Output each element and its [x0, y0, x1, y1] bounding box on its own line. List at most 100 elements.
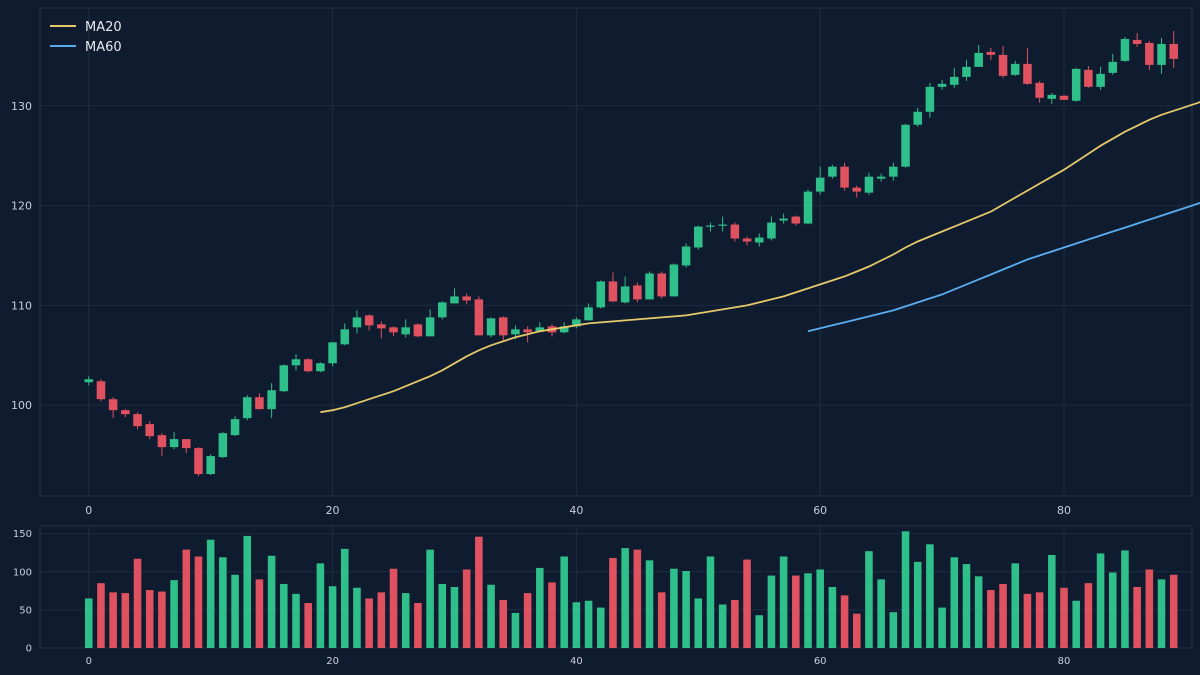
candle-up	[718, 216, 727, 232]
candle-body	[1096, 73, 1105, 87]
volume-bar	[633, 549, 642, 648]
volume-bar	[1157, 579, 1166, 648]
candle-up	[291, 354, 301, 371]
volume-bar	[255, 579, 264, 648]
volume-bar	[670, 568, 678, 648]
volume-bar	[901, 531, 910, 648]
candle-down	[377, 321, 386, 339]
volume-bar	[1133, 587, 1141, 648]
candle-body	[803, 191, 813, 224]
candle-body	[218, 433, 228, 458]
volume-bar	[792, 575, 800, 648]
candle-down	[133, 412, 142, 430]
volume-bar	[828, 587, 837, 648]
candle-body	[84, 379, 94, 383]
candle-up	[316, 362, 325, 373]
price-x-tick-label: 60	[813, 504, 827, 517]
candle-up	[754, 233, 764, 247]
candle-down	[840, 162, 849, 191]
volume-bar	[304, 603, 312, 648]
candle-body	[730, 224, 740, 239]
volume-bar	[231, 574, 239, 648]
candle-body	[1145, 42, 1154, 65]
candle-up	[803, 189, 813, 225]
candle-up	[901, 123, 910, 168]
candle-body	[718, 224, 727, 226]
candle-body	[779, 218, 788, 221]
volume-x-tick-label: 20	[326, 656, 339, 667]
volume-panel: 0 50 100 150 0 20 40 60 80	[13, 525, 1193, 667]
candle-body	[413, 324, 423, 337]
candle-down	[364, 314, 374, 331]
candle-body	[279, 365, 289, 392]
price-y-tick-label: 100	[11, 399, 32, 412]
volume-bar	[657, 592, 666, 648]
candle-body	[1059, 95, 1069, 100]
volume-x-tick-label: 80	[1058, 656, 1071, 667]
volume-bar	[292, 593, 300, 648]
candle-body	[1132, 39, 1142, 44]
candle-up	[1108, 53, 1118, 75]
candle-body	[1010, 63, 1020, 75]
price-grid	[40, 8, 1192, 496]
volume-bar	[731, 599, 739, 648]
candle-up	[84, 376, 94, 386]
candle-body	[791, 216, 801, 224]
candle-down	[157, 433, 167, 457]
candle-up	[267, 383, 276, 419]
volume-bar	[743, 559, 751, 648]
volume-x-axis: 0 20 40 60 80	[86, 656, 1071, 667]
candle-body	[706, 225, 715, 227]
candle-body	[121, 410, 130, 415]
candle-down	[389, 326, 398, 337]
candle-body	[377, 324, 386, 329]
candle-up	[864, 172, 874, 195]
candle-up	[1120, 36, 1130, 62]
candle-body	[133, 414, 142, 427]
volume-bar	[999, 583, 1007, 648]
candle-up	[596, 280, 606, 309]
candle-body	[986, 51, 996, 55]
candle-down	[255, 393, 264, 410]
volume-bar	[877, 579, 885, 648]
volume-bar	[755, 615, 764, 648]
candle-body	[303, 359, 313, 372]
candle-up	[279, 364, 289, 393]
volume-bar	[889, 612, 898, 648]
volume-bar	[243, 535, 252, 648]
volume-bar	[170, 580, 178, 648]
candle-body	[937, 83, 947, 87]
candle-body	[584, 307, 593, 321]
candle-down	[121, 409, 130, 418]
candle-body	[474, 299, 484, 336]
candle-body	[1169, 43, 1178, 59]
candle-down	[145, 421, 154, 440]
candle-body	[438, 302, 447, 318]
candle-body	[596, 281, 606, 308]
candle-down	[633, 282, 642, 303]
candle-body	[925, 86, 935, 112]
volume-bar	[1023, 593, 1032, 648]
candle-down	[1035, 80, 1044, 103]
candle-down	[608, 272, 618, 303]
candle-up	[767, 216, 776, 241]
candle-down	[791, 215, 801, 226]
volume-y-tick-label: 150	[13, 529, 32, 540]
candle-body	[450, 296, 459, 304]
candle-down	[462, 293, 471, 305]
candle-body	[1047, 94, 1057, 99]
candle-body	[230, 419, 240, 436]
candle-body	[1071, 68, 1081, 101]
volume-bar	[938, 607, 946, 648]
volume-bar	[426, 549, 434, 648]
volume-bar	[353, 587, 361, 648]
candle-up	[815, 166, 825, 195]
volume-y-axis: 0 50 100 150	[13, 529, 32, 654]
volume-bar	[1108, 572, 1117, 648]
candle-up	[694, 225, 703, 250]
candle-up	[669, 263, 679, 297]
candle-up	[681, 243, 691, 268]
price-panel-frame	[39, 7, 1193, 497]
volume-bar	[621, 548, 629, 648]
price-y-axis: 100 110 120 130	[11, 100, 32, 412]
